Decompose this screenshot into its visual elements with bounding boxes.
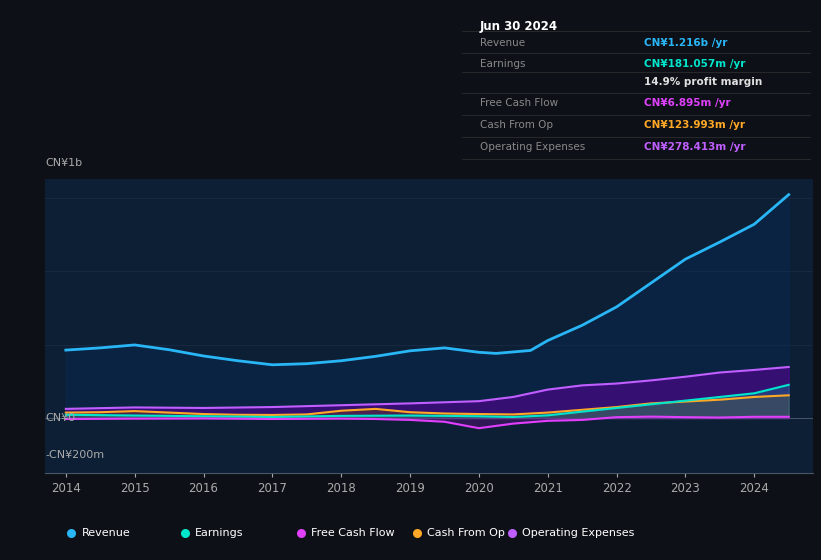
Text: CN¥6.895m /yr: CN¥6.895m /yr	[644, 99, 731, 109]
Text: CN¥1b: CN¥1b	[45, 158, 82, 168]
Text: Revenue: Revenue	[479, 38, 525, 48]
Text: CN¥123.993m /yr: CN¥123.993m /yr	[644, 120, 745, 130]
Text: CN¥1.216b /yr: CN¥1.216b /yr	[644, 38, 727, 48]
Text: Free Cash Flow: Free Cash Flow	[479, 99, 557, 109]
Text: Cash From Op: Cash From Op	[428, 529, 505, 538]
Text: Free Cash Flow: Free Cash Flow	[311, 529, 395, 538]
Text: Earnings: Earnings	[479, 59, 525, 69]
Text: Cash From Op: Cash From Op	[479, 120, 553, 130]
Text: Revenue: Revenue	[82, 529, 131, 538]
Text: Earnings: Earnings	[195, 529, 244, 538]
Text: CN¥278.413m /yr: CN¥278.413m /yr	[644, 142, 745, 152]
Text: -CN¥200m: -CN¥200m	[45, 450, 104, 460]
Text: 14.9% profit margin: 14.9% profit margin	[644, 77, 762, 87]
Text: CN¥0: CN¥0	[45, 413, 76, 423]
Text: Operating Expenses: Operating Expenses	[522, 529, 635, 538]
Text: Jun 30 2024: Jun 30 2024	[479, 20, 557, 33]
Text: CN¥181.057m /yr: CN¥181.057m /yr	[644, 59, 745, 69]
Text: Operating Expenses: Operating Expenses	[479, 142, 585, 152]
